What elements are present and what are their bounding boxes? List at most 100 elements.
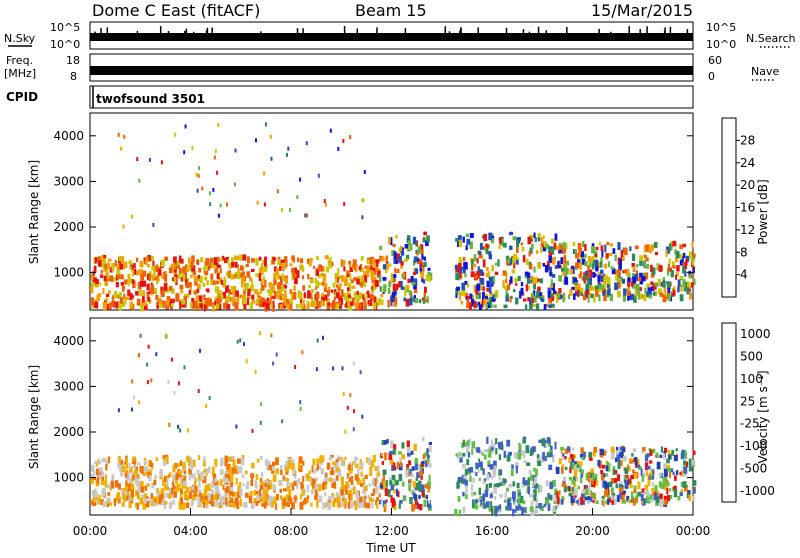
data-cell [295,484,299,489]
data-cell [505,278,508,284]
data-cell [140,486,145,493]
data-cell [406,284,410,290]
data-cell [382,500,387,507]
data-cell [574,249,577,254]
data-cell [353,409,356,414]
data-cell [189,285,192,290]
data-cell [506,439,511,447]
data-cell [634,456,638,465]
data-cell [308,470,311,475]
data-cell [292,292,297,300]
data-cell [417,480,422,488]
data-cell [562,476,567,482]
data-cell [153,502,158,507]
data-cell [336,303,340,309]
data-cell [175,293,180,301]
data-cell [146,283,150,291]
cpid-program: twofsound 3501 [96,92,205,106]
data-cell [538,237,541,242]
data-cell [128,462,131,469]
data-cell [121,502,125,507]
data-cell [687,490,691,496]
data-cell [231,456,234,460]
colorbar-label: 1000 [740,327,771,341]
data-cell [372,302,376,310]
data-cell [405,470,409,478]
data-cell [150,378,153,383]
data-cell [316,458,320,464]
data-cell [423,261,427,267]
data-cell [94,277,97,285]
data-cell [223,276,226,285]
data-cell [161,274,164,279]
data-cell [469,241,473,249]
data-cell [591,263,595,270]
data-cell [597,459,601,467]
data-cell [104,481,108,488]
data-cell [668,488,672,492]
data-cell [250,473,255,478]
data-cell [157,268,162,276]
data-cell [519,290,522,299]
data-cell [478,477,481,482]
data-cell [465,493,468,500]
data-cell [164,256,169,261]
data-cell [402,481,405,487]
data-cell [456,286,460,291]
data-cell [360,501,365,508]
data-cell [533,467,536,472]
data-cell [638,287,642,292]
data-cell [286,480,289,488]
data-cell [667,495,670,502]
data-cell [573,482,577,488]
data-cell [143,459,147,465]
data-cell [327,302,331,306]
data-cell [279,293,284,301]
data-cell [136,270,140,276]
data-cell [473,254,477,262]
data-cell [585,290,590,295]
data-cell [196,260,199,264]
data-cell [512,481,515,487]
data-cell [224,492,228,497]
data-cell [268,497,271,504]
data-cell [620,460,623,467]
data-cell [229,486,233,492]
data-cell [146,274,150,281]
data-cell [170,357,173,362]
data-cell [516,482,520,489]
data-cell [220,295,224,300]
data-cell [259,455,263,460]
data-cell [266,303,270,310]
data-cell [356,297,361,301]
data-cell [688,458,692,466]
data-cell [193,276,197,282]
data-cell [560,450,563,454]
data-cell [264,459,269,466]
data-cell [617,290,621,298]
data-cell [534,237,538,243]
data-cell [180,488,183,494]
data-cell [272,461,276,467]
data-cell [531,297,534,304]
data-cell [94,460,98,465]
data-cell [554,488,558,494]
data-cell [183,150,186,155]
data-cell [527,236,532,245]
data-cell [211,489,214,496]
data-cell [346,270,350,277]
data-cell [493,495,497,500]
data-cell [570,495,574,504]
data-cell [329,257,332,263]
data-cell [383,504,386,508]
data-cell [107,497,110,504]
data-cell [619,484,623,490]
data-cell [147,468,151,472]
data-cell [394,290,397,296]
data-cell [375,302,380,306]
data-cell [185,282,190,289]
data-cell [486,280,490,288]
data-cell [634,273,639,281]
